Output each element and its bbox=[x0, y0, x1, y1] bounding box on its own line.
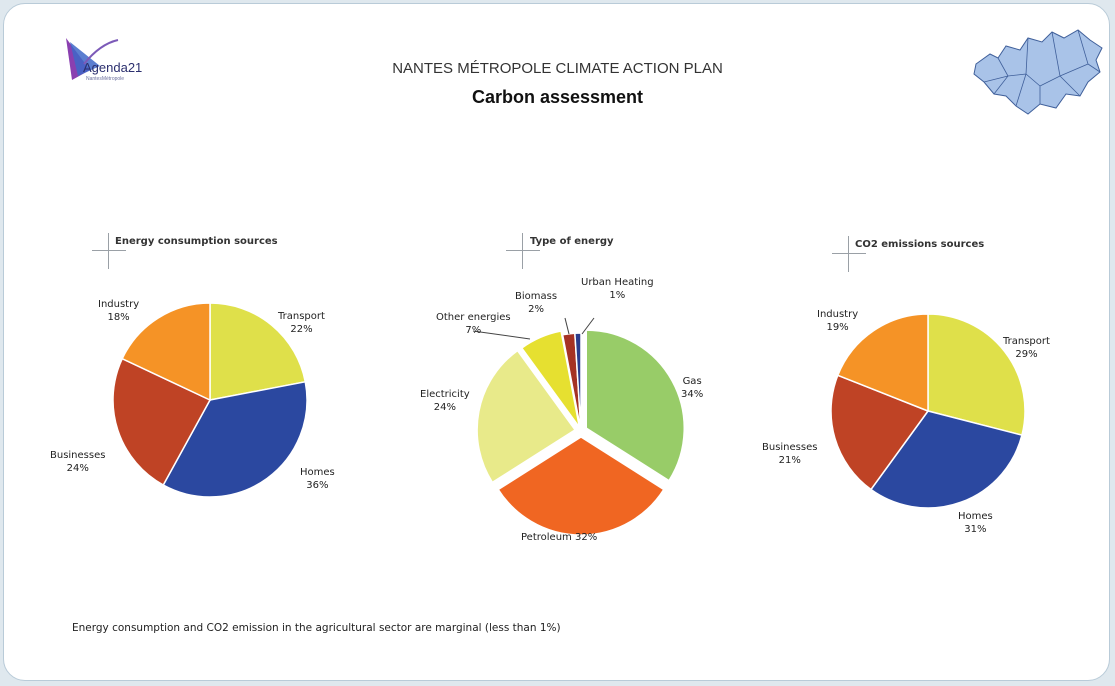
title-tick-line bbox=[522, 233, 523, 269]
pie-slice-businesses bbox=[112, 357, 212, 487]
chart2-title: Type of energy bbox=[530, 236, 614, 247]
pie-slice-businesses bbox=[830, 374, 930, 491]
pie-slice-homes bbox=[869, 410, 1023, 509]
pie-slice-urban-heating bbox=[574, 332, 582, 432]
chart2-label-biomass: Biomass 2% bbox=[515, 291, 558, 315]
footnote: Energy consumption and CO2 emission in t… bbox=[72, 622, 561, 634]
title-tick-line bbox=[108, 233, 109, 269]
pie-slice-petroleum bbox=[497, 436, 665, 536]
chart1-label-industry: Industry 18% bbox=[98, 299, 140, 323]
nantes-metropole-map bbox=[973, 29, 1103, 115]
chart2-label-urban-heating: Urban Heating 1% bbox=[581, 277, 654, 301]
title-tick-line bbox=[92, 250, 126, 251]
chart1-label-businesses: Businesses 24% bbox=[50, 450, 106, 474]
logo-subtext: NantesMétropole bbox=[86, 76, 125, 82]
chart3-label-homes: Homes 31% bbox=[958, 511, 993, 535]
chart3-label-transport: Transport 29% bbox=[1003, 336, 1050, 360]
chart3-label-businesses: Businesses 21% bbox=[762, 442, 818, 466]
pie-slice-other-energies bbox=[520, 330, 581, 428]
pie-slice-gas bbox=[585, 329, 686, 482]
chart2-label-gas: Gas 34% bbox=[681, 376, 704, 400]
pie-slice-industry bbox=[836, 313, 929, 413]
pie-slice-transport bbox=[927, 313, 1026, 437]
pie-slice-homes bbox=[162, 380, 308, 498]
logo-text: Agenda21 bbox=[83, 60, 143, 75]
chart1-title: Energy consumption sources bbox=[115, 236, 278, 247]
chart2-label-electricity: Electricity 24% bbox=[420, 389, 470, 413]
page-title: NANTES MÉTROPOLE CLIMATE ACTION PLAN bbox=[392, 60, 723, 77]
chart3-title: CO2 emissions sources bbox=[855, 239, 985, 250]
page-subtitle: Carbon assessment bbox=[471, 87, 644, 107]
chart2-label-other-energies: Other energies 7% bbox=[436, 312, 511, 336]
chart2-label-petroleum: Petroleum 32% bbox=[521, 532, 598, 543]
agenda21-logo bbox=[66, 38, 119, 80]
title-tick-line bbox=[832, 253, 866, 254]
pie-slice-industry bbox=[121, 302, 211, 402]
title-tick-line bbox=[848, 236, 849, 272]
title-tick-line bbox=[506, 250, 540, 251]
chart1-label-transport: Transport 22% bbox=[278, 311, 325, 335]
pie-slice-electricity bbox=[476, 349, 577, 484]
chart1-label-homes: Homes 36% bbox=[300, 467, 335, 491]
chart3-label-industry: Industry 19% bbox=[817, 309, 859, 333]
pie-slice-transport bbox=[209, 302, 307, 401]
